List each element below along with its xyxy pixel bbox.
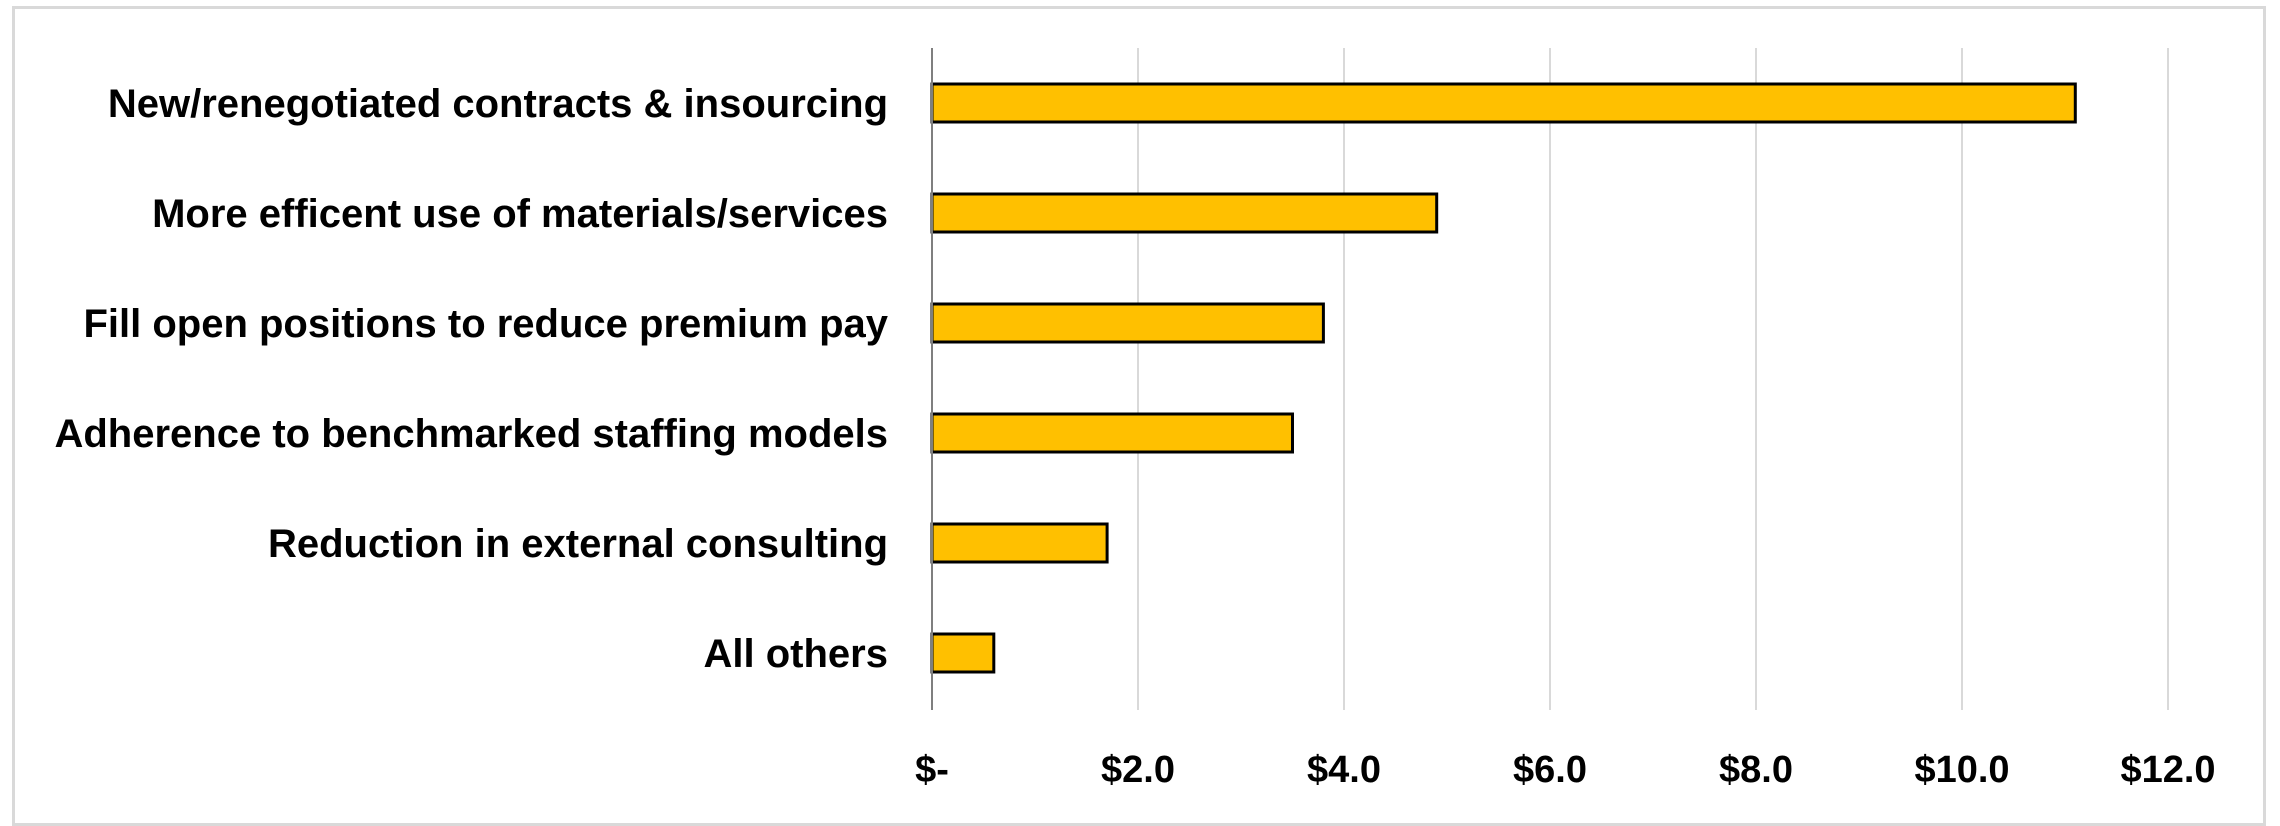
category-label: All others [704,632,888,676]
x-tick-label: $10.0 [1914,749,2009,791]
category-label: More efficent use of materials/services [152,192,888,236]
bar [930,82,2077,124]
bar [930,412,1294,454]
x-tick-label: $8.0 [1719,749,1793,791]
gridlines [1137,48,2169,710]
x-tick-label: $- [915,749,949,791]
bar [930,192,1439,234]
x-tick-label: $4.0 [1307,749,1381,791]
category-label: New/renegotiated contracts & insourcing [108,82,888,126]
category-label: Reduction in external consulting [268,522,888,566]
bar [930,632,996,674]
bar [930,522,1109,564]
x-tick-label: $12.0 [2120,749,2215,791]
x-tick-label: $2.0 [1101,749,1175,791]
bars [930,82,2077,674]
value-axis-ticks: $- $2.0 $4.0 $6.0 $8.0 $10.0 $12.0 [915,749,2215,791]
category-label: Adherence to benchmarked staffing models [54,412,888,456]
category-labels: New/renegotiated contracts & insourcing M… [54,82,888,676]
x-tick-label: $6.0 [1513,749,1587,791]
category-label: Fill open positions to reduce premium pa… [83,302,888,346]
bar [930,302,1325,344]
